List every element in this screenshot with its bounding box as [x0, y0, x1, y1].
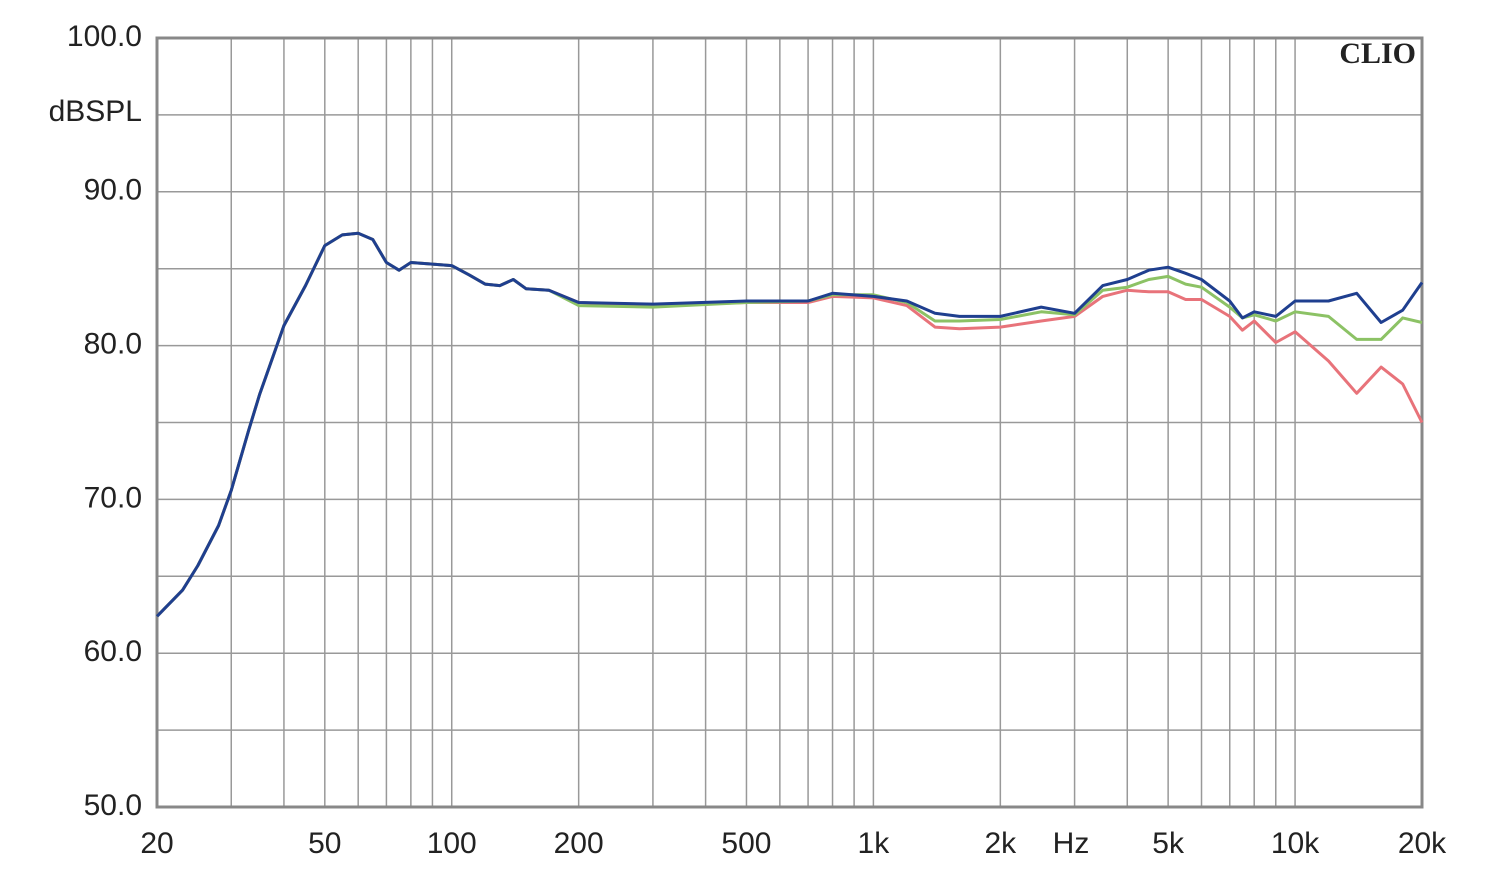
y-tick-label: 90.0 — [84, 174, 142, 207]
x-tick-label: 200 — [554, 827, 604, 860]
y-axis-label: dBSPL — [49, 95, 142, 128]
x-tick-label: 20k — [1398, 827, 1447, 860]
x-tick-label: 5k — [1152, 827, 1185, 860]
y-tick-label: 60.0 — [84, 635, 142, 668]
y-tick-label: 50.0 — [84, 789, 142, 822]
series-line — [155, 231, 1423, 618]
x-tick-label: 2k — [984, 827, 1017, 860]
y-tick-label: 80.0 — [84, 328, 142, 361]
series-line — [155, 231, 1424, 618]
y-tick-label: 100.0 — [67, 20, 142, 53]
watermark: CLIO — [1339, 37, 1416, 70]
x-tick-label: 500 — [721, 827, 771, 860]
x-axis-label: Hz — [1053, 827, 1090, 860]
x-tick-label: 10k — [1271, 827, 1320, 860]
y-tick-label: 70.0 — [84, 481, 142, 514]
x-tick-label: 1k — [858, 827, 891, 860]
x-tick-label: 20 — [140, 827, 173, 860]
series-line — [155, 231, 1424, 618]
x-tick-label: 100 — [427, 827, 477, 860]
x-tick-label: 50 — [308, 827, 341, 860]
